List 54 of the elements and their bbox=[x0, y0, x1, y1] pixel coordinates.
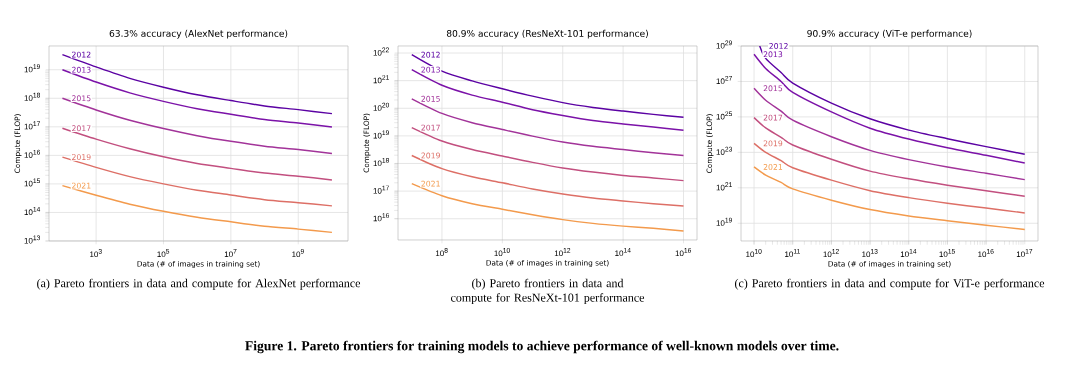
x-tick-label: 10$^{13}$ bbox=[862, 249, 878, 258]
line-series bbox=[61, 97, 333, 155]
y-tick-label: 10$^{19}$ bbox=[716, 217, 732, 226]
x-tick-label: 10$^{9}$ bbox=[292, 249, 304, 258]
x-tick-label: 10$^{14}$ bbox=[615, 248, 631, 257]
x-tick-label: 10$^{16}$ bbox=[978, 249, 994, 258]
y-tick-label: 10$^{18}$ bbox=[373, 157, 390, 167]
text: (a) Pareto frontiers in data and compute for AlexNet performance bbox=[37, 278, 361, 290]
x-tick-label: 10$^{11}$ bbox=[785, 249, 800, 258]
y-tick-label: 10$^{25}$ bbox=[716, 111, 733, 120]
text: (b) Pareto frontiers in data and compute for ResNeXt-101 performance bbox=[450, 278, 645, 305]
y-tick-label: 10$^{17}$ bbox=[24, 121, 40, 130]
y-tick-label: 10$^{22}$ bbox=[373, 47, 389, 56]
y-tick-label: 10$^{13}$ bbox=[24, 235, 40, 244]
chart-title: 90.9% accuracy (ViT-e performance) bbox=[807, 29, 972, 39]
y-tick-label: 10$^{19}$ bbox=[373, 130, 389, 139]
x-tick-label: 10$^{7}$ bbox=[224, 249, 237, 258]
y-tick-label: 10$^{15}$ bbox=[24, 178, 41, 187]
y-tick-label: 10$^{23}$ bbox=[716, 146, 732, 155]
x-tick-label: 10$^{10}$ bbox=[746, 249, 762, 258]
x-tick-label: 10$^{15}$ bbox=[939, 249, 955, 258]
x-tick-label: 10$^{3}$ bbox=[90, 249, 102, 258]
y-tick-label: 10$^{29}$ bbox=[716, 40, 732, 49]
y-tick-label: 10$^{20}$ bbox=[373, 102, 390, 111]
x-tick-label: 10$^{5}$ bbox=[157, 249, 170, 258]
line-series bbox=[61, 53, 333, 115]
chart-title: 80.9% accuracy (ResNeXt-101 performance) bbox=[446, 29, 648, 39]
caption: Figure 1. Pareto frontiers for training models to achieve performance of well-known models over time. bbox=[245, 340, 839, 354]
y-tick-label: 10$^{16}$ bbox=[373, 213, 389, 222]
x-tick-label: 10$^{12}$ bbox=[823, 249, 839, 258]
line-series bbox=[61, 156, 333, 207]
y-tick-label: 10$^{21}$ bbox=[373, 75, 389, 84]
x-tick-label: 10$^{12}$ bbox=[554, 248, 571, 257]
line-series bbox=[411, 68, 685, 131]
line-series bbox=[61, 127, 333, 181]
x-tick-label: 10$^{14}$ bbox=[900, 249, 917, 258]
y-tick-label: 10$^{19}$ bbox=[24, 64, 40, 73]
y-tick-label: 10$^{17}$ bbox=[373, 185, 389, 194]
x-tick-label: 10$^{16}$ bbox=[675, 248, 692, 257]
y-tick-label: 10$^{18}$ bbox=[24, 92, 41, 101]
x-tick-label: 10$^{17}$ bbox=[1016, 249, 1033, 258]
y-tick-label: 10$^{14}$ bbox=[24, 206, 41, 215]
line-series bbox=[411, 126, 685, 182]
line-series bbox=[411, 182, 685, 232]
line-series bbox=[411, 53, 685, 119]
x-tick-label: 10$^{8}$ bbox=[435, 248, 448, 257]
line-series bbox=[61, 184, 333, 234]
y-tick-label: 10$^{27}$ bbox=[716, 75, 732, 85]
text: (c) Pareto frontiers in data and compute for ViT-e performance bbox=[735, 278, 1045, 290]
x-tick-label: 10$^{10}$ bbox=[494, 248, 510, 257]
y-tick-label: 10$^{16}$ bbox=[24, 149, 40, 158]
line-series bbox=[411, 154, 685, 207]
chart-title: 63.3% accuracy (AlexNet performance) bbox=[109, 29, 288, 39]
y-tick-label: 10$^{21}$ bbox=[716, 182, 732, 191]
